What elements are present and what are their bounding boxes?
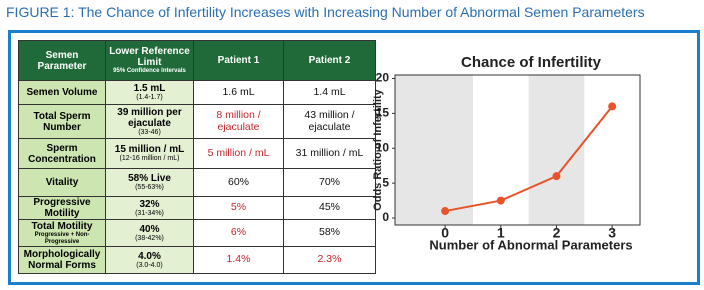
patient-cell: 8 million / ejaculate bbox=[193, 104, 284, 139]
table-row: Sperm Concentration 15 million / mL (12-16… bbox=[18, 138, 376, 169]
table-row: Progressive Motility 32% (31-34%) 5% 45% bbox=[18, 196, 376, 220]
parameter-cell: Vitality bbox=[18, 168, 106, 197]
table-row: Total Motility Progressive + Non-Progress… bbox=[18, 219, 376, 247]
limit: 32% bbox=[139, 198, 160, 210]
patient-cell: 6% bbox=[193, 219, 284, 247]
table-row: Semen Volume 1.5 mL (1.4-1.7) 1.6 mL 1.4 mL bbox=[18, 80, 376, 105]
interval: (55-63%) bbox=[135, 184, 164, 192]
y-axis-label: Odds Ratio of Infertility bbox=[372, 88, 384, 210]
patient-value: 31 million / mL bbox=[295, 146, 364, 159]
table-row: Total Sperm Number 39 million per ejacula… bbox=[18, 104, 376, 139]
parameter: Progressive Motility bbox=[33, 197, 91, 219]
patient-cell: 43 million / ejaculate bbox=[283, 104, 376, 139]
parameter-note: Progressive + Non-Progressive bbox=[34, 231, 90, 245]
patient-value: 6% bbox=[230, 226, 247, 239]
patient-value: 1.4% bbox=[226, 253, 251, 266]
parameter-cell: Semen Volume bbox=[18, 80, 106, 105]
patient-value: 60% bbox=[227, 175, 249, 188]
interval: (1.4-1.7) bbox=[136, 94, 163, 102]
interval: (33-46) bbox=[138, 128, 161, 136]
parameter-cell: Sperm Concentration bbox=[18, 138, 106, 169]
plot-band bbox=[395, 75, 473, 225]
interval: (12-16 million / mL) bbox=[119, 155, 180, 163]
patient-value: 8 million / ejaculate bbox=[216, 108, 261, 133]
patient-cell: 31 million / mL bbox=[283, 138, 376, 169]
plot-band bbox=[528, 75, 585, 225]
parameter-cell: Total Motility Progressive + Non-Progress… bbox=[18, 219, 106, 247]
y-tick-label: 10 bbox=[376, 140, 390, 154]
x-tick-label: 3 bbox=[608, 225, 616, 241]
parameter-table: Semen Parameter Lower Reference Limit 95% … bbox=[18, 40, 376, 274]
limit: 40% bbox=[139, 223, 160, 235]
table-row: Vitality 58% Live (55-63%) 60% 70% bbox=[18, 168, 376, 197]
header-text: Semen Parameter bbox=[37, 49, 87, 72]
patient-cell: 2.3% bbox=[283, 246, 376, 274]
patient-value: 5 million / mL bbox=[207, 146, 270, 159]
parameter-cell: Progressive Motility bbox=[18, 196, 106, 220]
patient-value: 1.4 mL bbox=[313, 85, 346, 98]
patient-value: 5% bbox=[230, 201, 247, 214]
x-tick-label: 0 bbox=[441, 225, 449, 241]
header-cell: Patient 2 bbox=[283, 40, 376, 81]
patient-value: 2.3% bbox=[317, 253, 342, 266]
header-row: Semen Parameter Lower Reference Limit 95% … bbox=[18, 40, 376, 81]
data-point bbox=[552, 172, 561, 181]
parameter: Semen Volume bbox=[26, 87, 98, 98]
patient-cell: 60% bbox=[193, 168, 284, 197]
y-tick-label: 20 bbox=[376, 71, 390, 85]
chart-title: Chance of Infertility bbox=[461, 54, 602, 71]
table-row: Morphologically Normal Forms 4.0% (3.0-4.0… bbox=[18, 246, 376, 274]
patient-cell: 1.4% bbox=[193, 246, 284, 274]
patient-cell: 70% bbox=[283, 168, 376, 197]
limit: 15 million / mL bbox=[114, 144, 185, 156]
patient-cell: 5% bbox=[193, 196, 284, 220]
parameter: Sperm Concentration bbox=[28, 142, 96, 165]
header-note: 95% Confidence Intervals bbox=[113, 68, 186, 75]
patient-value: 45% bbox=[318, 201, 340, 214]
y-tick-label: 5 bbox=[382, 175, 389, 189]
patient-cell: 58% bbox=[283, 219, 376, 247]
patient-value: 58% bbox=[318, 226, 340, 239]
x-tick-label: 1 bbox=[497, 225, 505, 241]
limit-cell: 40% (38-42%) bbox=[105, 219, 194, 247]
header-text: Patient 2 bbox=[308, 55, 351, 66]
limit-cell: 39 million per ejaculate (33-46) bbox=[105, 104, 194, 139]
patient-value: 1.6 mL bbox=[222, 85, 255, 98]
y-tick-label: 0 bbox=[382, 210, 389, 224]
header-cell: Semen Parameter bbox=[18, 40, 106, 81]
limit: 1.5 mL bbox=[133, 83, 166, 95]
limit-cell: 4.0% (3.0-4.0) bbox=[105, 246, 194, 274]
limit-cell: 15 million / mL (12-16 million / mL) bbox=[105, 138, 194, 169]
parameter: Total Sperm Number bbox=[33, 110, 91, 133]
data-point bbox=[608, 102, 617, 111]
plot-border bbox=[394, 74, 641, 226]
patient-value: 43 million / ejaculate bbox=[304, 108, 355, 133]
interval: (31-34%) bbox=[135, 209, 164, 217]
x-axis-label: Number of Abnormal Parameters bbox=[429, 237, 632, 252]
data-point bbox=[441, 207, 450, 216]
interval: (3.0-4.0) bbox=[136, 261, 163, 269]
limit: 58% Live bbox=[128, 173, 171, 185]
limit: 39 million per ejaculate bbox=[117, 106, 182, 129]
patient-value: 70% bbox=[318, 175, 340, 188]
limit-cell: 32% (31-34%) bbox=[105, 196, 194, 220]
patient-cell: 5 million / mL bbox=[193, 138, 284, 169]
parameter: Vitality bbox=[45, 177, 79, 188]
x-tick-label: 2 bbox=[553, 225, 561, 241]
patient-cell: 1.6 mL bbox=[193, 80, 284, 105]
limit-cell: 1.5 mL (1.4-1.7) bbox=[105, 80, 194, 105]
data-point bbox=[496, 196, 505, 205]
y-tick-label: 15 bbox=[376, 106, 390, 120]
data-line bbox=[444, 105, 613, 213]
header-text: Lower Reference Limit bbox=[109, 46, 190, 69]
figure-title: FIGURE 1: The Chance of Infertility Incr… bbox=[6, 4, 645, 20]
parameter: Morphologically Normal Forms bbox=[23, 249, 101, 271]
interval: (38-42%) bbox=[135, 234, 164, 242]
limit: 4.0% bbox=[138, 250, 161, 262]
header-text: Patient 1 bbox=[217, 55, 260, 66]
parameter: Total Motility bbox=[31, 220, 93, 232]
